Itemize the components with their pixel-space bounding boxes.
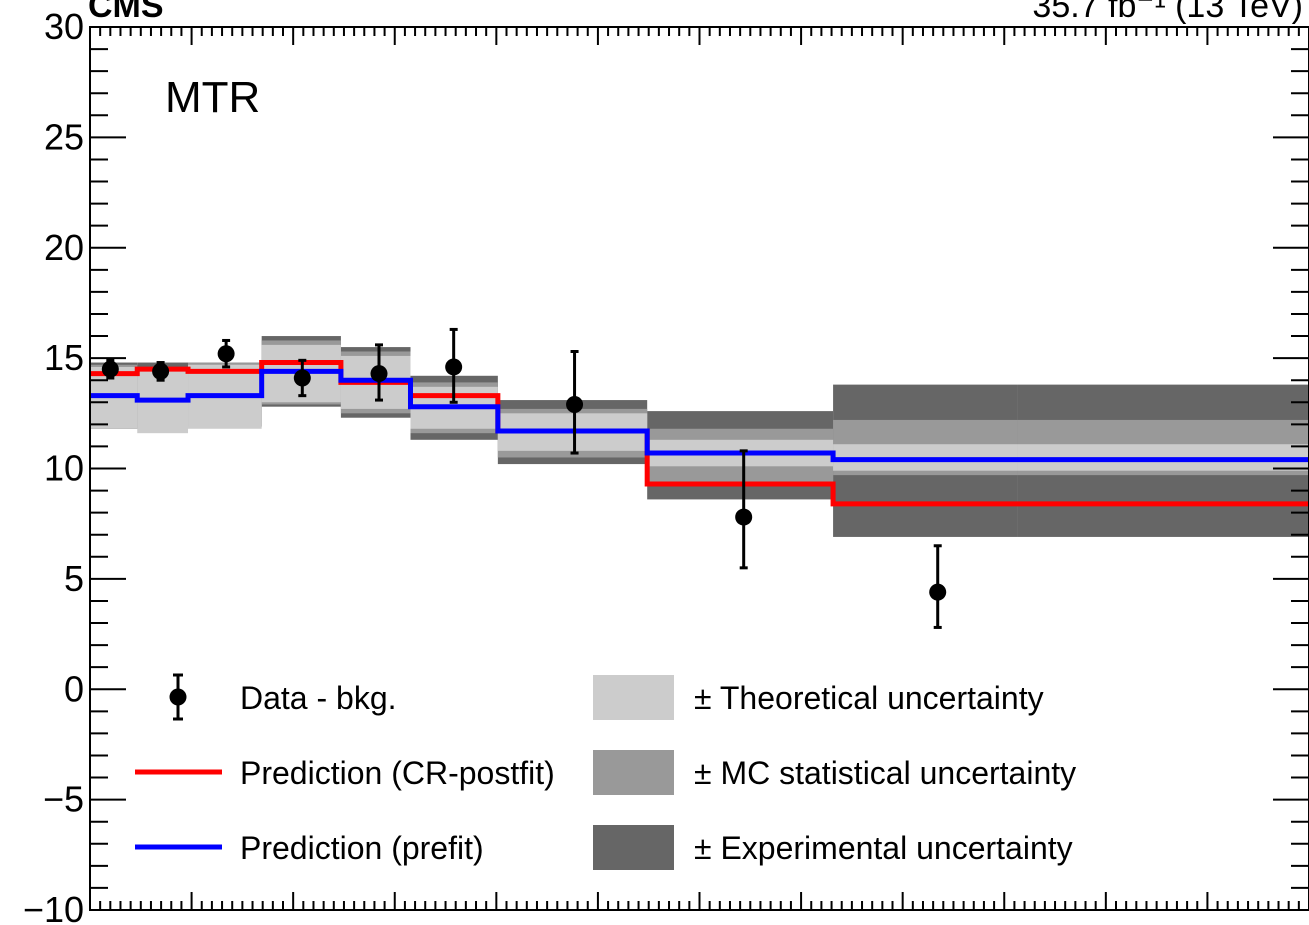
data-point-4 [370,365,388,383]
legend-box-swatch [593,750,674,795]
legend-label: Data - bkg. [240,680,397,716]
legend-label: Prediction (prefit) [240,830,484,866]
region-label: MTR [165,73,260,122]
data-point-6 [566,395,584,413]
legend-marker [169,688,187,706]
data-point-8 [929,583,947,601]
data-points [101,327,947,629]
data-point-1 [152,362,170,380]
legend-label: ± MC statistical uncertainty [694,755,1076,791]
y-tick-label: 30 [44,6,84,47]
y-tick-label: 0 [64,668,84,709]
data-point-3 [293,369,311,387]
uncertainty-bands [90,336,1309,537]
legend-label: Prediction (CR-postfit) [240,755,555,791]
legend-box-swatch [593,675,674,720]
data-point-5 [445,358,463,376]
y-tick-label: 15 [44,337,84,378]
data-point-7 [735,508,753,526]
legend: Data - bkg. Prediction (CR-postfit) Predic… [135,673,1076,870]
data-point-0 [101,360,119,378]
y-tick-label: −5 [43,779,84,820]
y-tick-label: 25 [44,116,84,157]
series-line-1 [90,368,1309,463]
luminosity-label: 35.7 fb⁻¹ (13 TeV) [1032,0,1303,25]
y-axis-ticks: −10 −5 0 5 10 15 20 25 30 [23,6,1309,925]
legend-label: ± Experimental uncertainty [694,830,1073,866]
prediction-lines [90,360,1309,507]
y-tick-label: 20 [44,227,84,268]
y-tick-label: 5 [64,558,84,599]
y-tick-label: 10 [44,448,84,489]
legend-box-swatch [593,825,674,870]
legend-label: ± Theoretical uncertainty [694,680,1044,716]
y-tick-label: −10 [23,889,84,925]
data-point-2 [217,345,235,363]
experiment-label: CMS [88,0,164,25]
